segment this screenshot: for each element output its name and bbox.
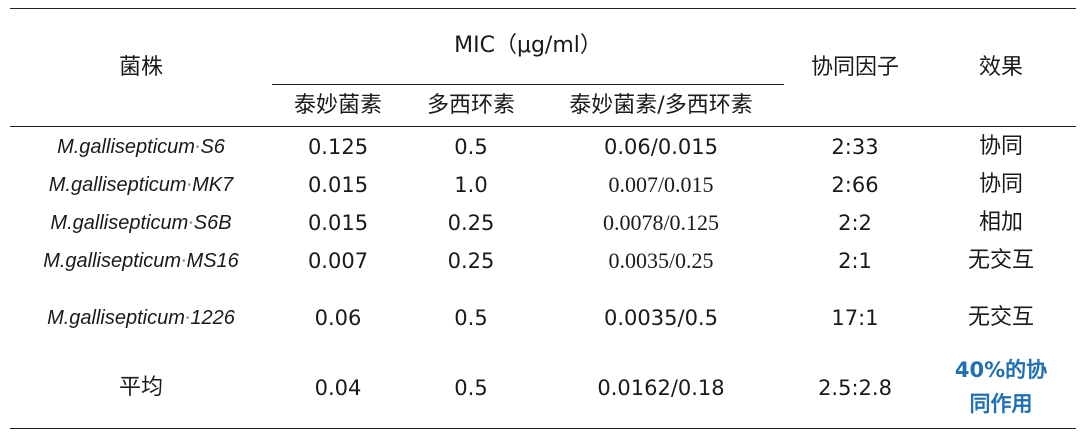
row-combination-mic: 0.0078/0.125 [602,210,720,236]
row-doxycycline-mic: 0.5 [454,134,488,159]
average-label: 平均 [118,375,163,401]
average-doxycycline-mic: 0.5 [454,375,488,400]
row-synergy-factor: 2:2 [838,210,872,235]
table-bottom-rule [10,428,1076,429]
row-effect: 协同 [978,134,1023,160]
header-doxycycline: 多西环素 [426,93,515,119]
row-tiamulin-mic: 0.007 [307,248,369,273]
row-doxycycline-mic: 0.25 [447,210,495,235]
header-effect: 效果 [978,55,1023,81]
row-strain-name: M.gallisepticum • 1226 [47,306,235,329]
row-tiamulin-mic: 0.06 [314,305,362,330]
header-mic-group: MIC（μg/ml） [454,33,602,59]
table-top-rule [10,8,1076,9]
average-combination-mic: 0.0162/0.18 [597,375,725,400]
row-strain-name: M.gallisepticum • S6 [57,135,225,158]
row-synergy-factor: 2:1 [838,248,872,273]
row-tiamulin-mic: 0.015 [307,210,369,235]
row-tiamulin-mic: 0.015 [307,172,369,197]
row-strain-name: M.gallisepticum • MS16 [43,249,239,272]
row-synergy-factor: 2:33 [831,134,879,159]
row-tiamulin-mic: 0.125 [307,134,369,159]
row-strain-name: M.gallisepticum • S6B [50,211,232,234]
row-effect: 协同 [978,172,1023,198]
row-combination-mic: 0.007/0.015 [608,172,714,198]
header-bottom-rule [10,126,1076,127]
row-effect: 相加 [978,210,1023,236]
row-synergy-factor: 17:1 [831,305,879,330]
row-doxycycline-mic: 0.25 [447,248,495,273]
average-effect: 40%的协 同作用 [926,352,1076,424]
average-effect-line1: 40%的协 [954,358,1048,383]
row-doxycycline-mic: 1.0 [454,172,488,197]
row-synergy-factor: 2:66 [831,172,879,197]
row-strain-name: M.gallisepticum • MK7 [48,173,234,196]
row-doxycycline-mic: 0.5 [454,305,488,330]
header-combination: 泰妙菌素/多西环素 [569,93,753,119]
mic-subheader-rule [272,84,784,85]
row-effect: 无交互 [967,248,1034,274]
average-synergy-factor: 2.5:2.8 [818,375,892,400]
header-tiamulin: 泰妙菌素 [293,93,382,119]
header-strain: 菌株 [118,55,163,81]
row-effect: 无交互 [967,305,1034,331]
average-effect-line2: 同作用 [969,392,1033,416]
header-synergy-factor: 协同因子 [810,55,899,81]
average-tiamulin-mic: 0.04 [314,375,362,400]
row-combination-mic: 0.06/0.015 [604,134,718,159]
row-combination-mic: 0.0035/0.5 [604,305,718,330]
row-combination-mic: 0.0035/0.25 [608,248,714,274]
